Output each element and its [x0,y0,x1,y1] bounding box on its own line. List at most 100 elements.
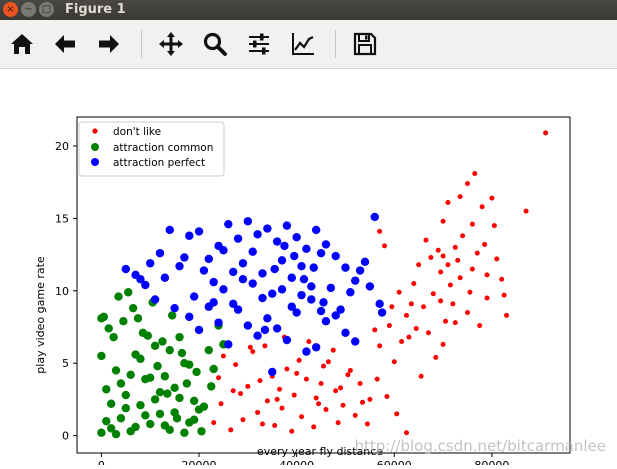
data-point-attraction-common [121,403,131,413]
data-point-attraction-common [131,422,140,432]
x-tick-label: 40000 [279,459,314,465]
data-point-dont-like [418,373,424,379]
data-point-attraction-common [160,372,170,381]
data-point-dont-like [447,282,453,288]
legend-label-attraction-common: attraction common [113,142,213,154]
data-point-attraction-common [170,408,179,417]
scatter-plot[interactable]: 0 20000 40000 60000 80000 0 5 10 15 20 every year… [0,69,617,469]
data-point-attraction-common [150,395,160,404]
data-point-dont-like [352,412,358,418]
data-point-dont-like [291,392,297,398]
y-tick-label: 0 [62,430,69,443]
data-point-dont-like [477,323,483,329]
data-point-attraction-common [163,389,172,398]
forward-button[interactable] [95,30,123,58]
data-point-attraction-common [146,373,155,382]
data-point-dont-like [543,130,549,136]
magnifier-icon [203,32,227,56]
maximize-window-button[interactable]: □ [39,2,54,17]
data-point-attraction-common [109,332,118,342]
data-point-attraction-perfect [165,225,174,235]
data-point-dont-like [377,343,383,349]
home-button[interactable] [8,30,36,58]
edit-axis-button[interactable] [289,30,317,58]
data-point-attraction-perfect [155,248,165,258]
data-point-dont-like [325,359,331,365]
y-tick-label: 15 [55,212,69,225]
data-point-attraction-common [128,303,138,313]
data-point-dont-like [357,380,363,386]
window-title: Figure 1 [65,2,126,17]
data-point-dont-like [274,396,280,402]
data-point-attraction-perfect [238,275,248,284]
data-point-attraction-perfect [307,282,316,291]
data-point-dont-like [306,338,312,344]
data-point-dont-like [330,347,336,353]
data-point-dont-like [245,383,251,389]
legend-marker-attraction-perfect [91,158,99,166]
line-chart-icon [292,33,314,55]
data-point-attraction-perfect [268,289,277,298]
data-point-dont-like [440,341,446,347]
y-tick-label: 10 [55,285,69,298]
data-point-dont-like [323,407,329,413]
minimize-window-button[interactable]: − [21,2,36,17]
data-point-attraction-common [102,416,111,426]
save-button[interactable] [351,30,379,58]
data-point-attraction-perfect [336,305,345,314]
close-window-button[interactable]: × [3,2,18,17]
data-point-attraction-common [136,354,145,364]
data-point-attraction-perfect [224,219,233,229]
data-point-attraction-perfect [280,241,289,251]
legend-marker-dont-like [92,128,98,134]
data-point-attraction-perfect [238,259,248,268]
data-point-attraction-perfect [299,275,309,284]
data-point-attraction-common [160,421,170,430]
data-point-dont-like [491,223,497,229]
data-point-attraction-common [192,367,201,377]
data-point-dont-like [364,421,370,427]
data-point-dont-like [413,325,419,331]
data-point-dont-like [340,402,346,408]
data-point-dont-like [318,380,324,386]
data-point-attraction-perfect [292,233,301,242]
data-point-dont-like [484,272,490,278]
x-axis-label: every year fly distance [257,445,383,458]
data-point-attraction-perfect [248,247,257,256]
back-button[interactable] [51,30,79,58]
data-point-dont-like [433,354,439,360]
data-point-dont-like [299,414,305,420]
data-point-attraction-common [177,348,187,358]
data-point-dont-like [311,424,317,430]
data-point-attraction-perfect [121,264,131,274]
data-point-dont-like [430,291,436,297]
configure-subplots-button[interactable] [245,30,273,58]
data-point-dont-like [216,375,222,381]
data-point-attraction-perfect [209,277,218,287]
data-point-dont-like [264,398,270,404]
data-point-attraction-perfect [146,259,155,268]
data-point-attraction-common [97,428,106,437]
legend-box [78,121,225,177]
data-point-attraction-perfect [375,299,384,309]
data-point-dont-like [425,330,431,336]
data-point-dont-like [338,385,344,391]
data-point-dont-like [406,334,412,340]
figure-canvas[interactable]: 0 20000 40000 60000 80000 0 5 10 15 20 every year… [0,69,617,469]
data-point-dont-like [372,327,378,333]
data-point-attraction-perfect [228,267,238,277]
data-point-attraction-common [175,393,184,403]
data-point-attraction-perfect [175,261,184,271]
data-point-dont-like [455,257,461,263]
data-point-dont-like [501,292,507,298]
data-point-attraction-common [165,345,174,355]
data-point-attraction-common [175,332,184,342]
data-point-attraction-perfect [258,293,267,303]
pan-button[interactable] [157,30,185,58]
zoom-button[interactable] [201,30,229,58]
data-point-dont-like [294,370,300,376]
data-point-attraction-perfect [370,212,379,222]
data-point-dont-like [484,295,490,301]
data-point-attraction-perfect [185,312,194,322]
data-point-dont-like [457,194,463,200]
